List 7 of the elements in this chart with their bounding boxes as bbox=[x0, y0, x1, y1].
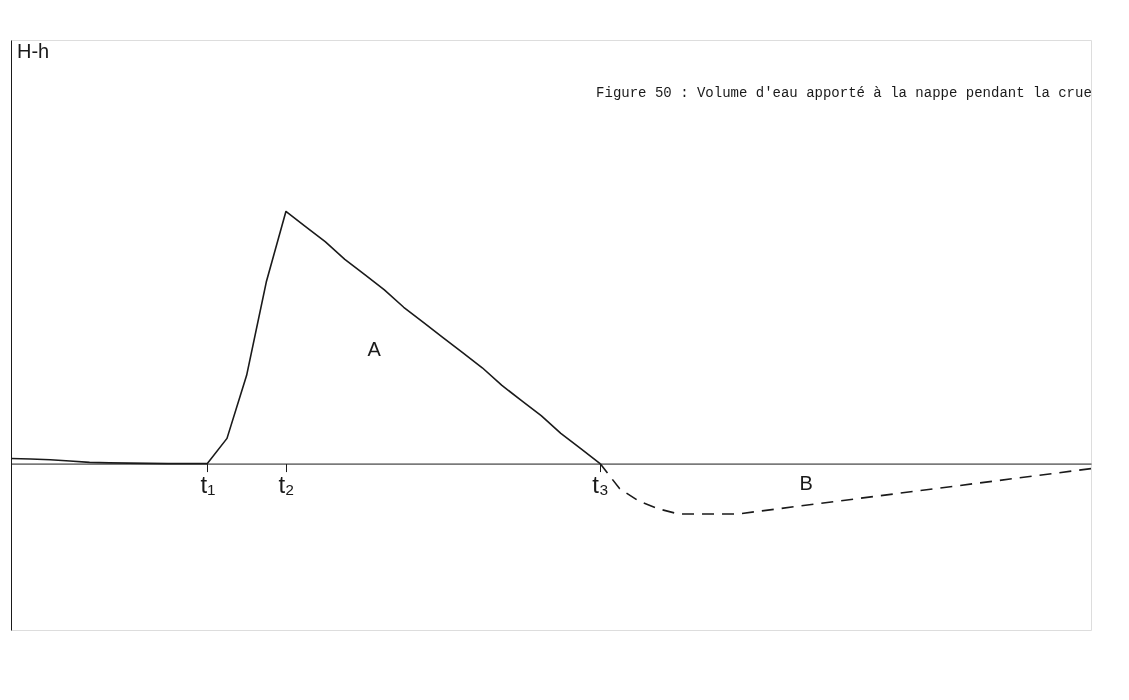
text: H-h bbox=[17, 40, 50, 62]
chart-title: Figure 50 : Volume d'eau apporté à la nappe pendant la crue bbox=[596, 85, 1092, 101]
annotation: A bbox=[367, 338, 382, 361]
x-tick-label: t₂ bbox=[278, 471, 295, 499]
annotation: B bbox=[799, 471, 813, 494]
x-tick-label: t₃ bbox=[592, 471, 609, 499]
x-tick-label: t₁ bbox=[200, 471, 216, 499]
